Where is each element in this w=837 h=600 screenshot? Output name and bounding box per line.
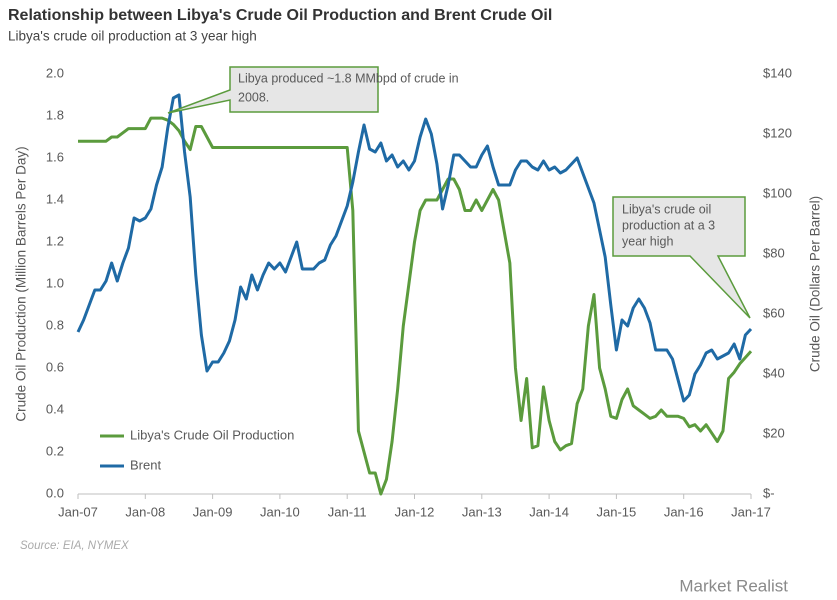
y-tick-label: 1.4 bbox=[46, 191, 64, 206]
y2-tick-label: $20 bbox=[763, 425, 785, 440]
x-tick-label: Jan-15 bbox=[597, 504, 637, 519]
x-tick-label: Jan-17 bbox=[731, 504, 771, 519]
y2-tick-label: $140 bbox=[763, 65, 792, 80]
legend-label: Libya's Crude Oil Production bbox=[130, 427, 294, 442]
chart-title: Relationship between Libya's Crude Oil P… bbox=[8, 7, 552, 24]
y2-tick-label: $120 bbox=[763, 125, 792, 140]
x-tick-label: Jan-16 bbox=[664, 504, 704, 519]
x-tick-label: Jan-13 bbox=[462, 504, 502, 519]
data-line bbox=[78, 116, 753, 496]
y-tick-label: 0.2 bbox=[46, 443, 64, 458]
data-line bbox=[76, 93, 753, 403]
x-tick-label: Jan-08 bbox=[125, 504, 165, 519]
y2-tick-label: $60 bbox=[763, 305, 785, 320]
plot-area: 0.0 0.2 0.4 0.6 0.8 1.0 1.2 1.4 1.6 1.8 2.0 $- $20 $4… bbox=[46, 65, 792, 519]
y2-tick-label: $- bbox=[763, 485, 775, 500]
y-tick-label: 1.2 bbox=[46, 233, 64, 248]
callout: Libya's crude oil production at a 3 year… bbox=[612, 196, 751, 319]
y2-tick-label: $80 bbox=[763, 245, 785, 260]
x-tick-label: Jan-07 bbox=[58, 504, 98, 519]
y2-axis-title: Crude Oil (Dollars Per Barrel) bbox=[808, 196, 823, 372]
y-tick-label: 1.0 bbox=[46, 275, 64, 290]
callout-text: 2008. bbox=[238, 90, 269, 104]
callout-text: year high bbox=[622, 234, 673, 248]
callout-text: production at a 3 bbox=[622, 218, 715, 232]
brand: Market Realist bbox=[679, 576, 788, 595]
y-tick-label: 2.0 bbox=[46, 65, 64, 80]
y-tick-label: 0.8 bbox=[46, 317, 64, 332]
y2-tick-label: $100 bbox=[763, 185, 792, 200]
callout-text: Libya produced ~1.8 MMbpd of crude in bbox=[238, 71, 459, 85]
callout-text: Libya's crude oil bbox=[622, 202, 711, 216]
x-tick-label: Jan-11 bbox=[328, 504, 367, 519]
y-tick-label: 0.4 bbox=[46, 401, 64, 416]
y-tick-label: 0.6 bbox=[46, 359, 64, 374]
callout-box bbox=[612, 196, 751, 319]
legend-label: Brent bbox=[130, 457, 161, 472]
callout: Libya produced ~1.8 MMbpd of crude in 20… bbox=[167, 66, 459, 114]
source-note: Source: EIA, NYMEX bbox=[20, 540, 130, 552]
y-axis-title: Crude Oil Production (Million Barrels Pe… bbox=[14, 146, 29, 421]
x-tick-label: Jan-10 bbox=[260, 504, 300, 519]
y-tick-label: 1.6 bbox=[46, 149, 64, 164]
x-tick-label: Jan-12 bbox=[395, 504, 435, 519]
chart-subtitle: Libya's crude oil production at 3 year h… bbox=[8, 29, 257, 44]
y-tick-label: 0.0 bbox=[46, 485, 64, 500]
x-tick-label: Jan-09 bbox=[193, 504, 233, 519]
y-tick-label: 1.8 bbox=[46, 107, 64, 122]
y2-tick-label: $40 bbox=[763, 365, 785, 380]
x-tick-label: Jan-14 bbox=[529, 504, 569, 519]
callout-box bbox=[167, 66, 379, 114]
